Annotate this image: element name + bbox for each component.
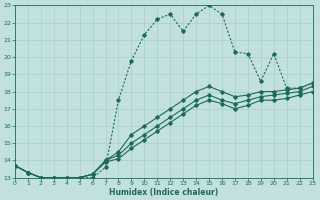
X-axis label: Humidex (Indice chaleur): Humidex (Indice chaleur) <box>109 188 218 197</box>
